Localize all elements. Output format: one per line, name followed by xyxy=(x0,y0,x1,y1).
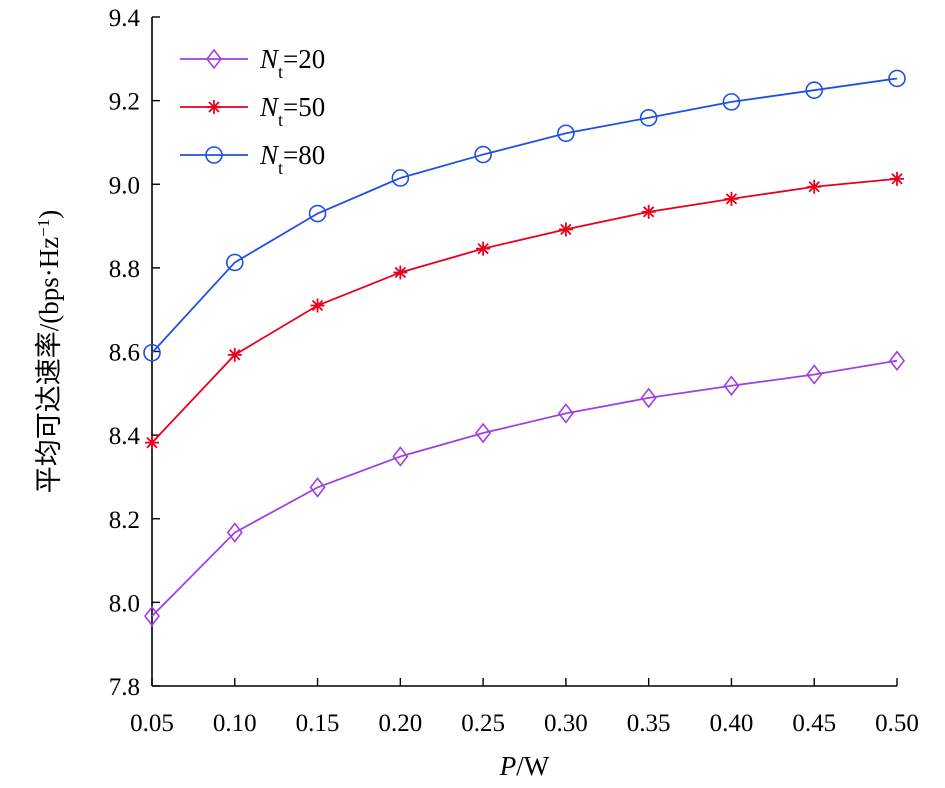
data-point xyxy=(557,403,574,424)
data-point xyxy=(308,204,327,223)
data-point xyxy=(805,81,824,99)
y-axis-title-tail: ) xyxy=(34,210,64,219)
data-point xyxy=(723,375,740,397)
data-point xyxy=(558,222,573,237)
x-tick-label: 0.15 xyxy=(296,710,340,737)
data-point xyxy=(722,93,741,111)
data-point xyxy=(392,446,409,467)
x-tick-label: 0.50 xyxy=(875,710,919,737)
data-point xyxy=(225,253,244,272)
legend-marker xyxy=(207,100,221,114)
x-tick-label: 0.20 xyxy=(378,710,422,737)
series-layer xyxy=(143,69,906,627)
x-tick-label: 0.30 xyxy=(544,710,588,737)
legend-item: Nt=20 xyxy=(180,44,325,82)
series-line xyxy=(151,177,898,444)
data-point xyxy=(145,435,159,450)
series-line xyxy=(151,359,898,617)
data-point xyxy=(476,241,491,256)
data-point xyxy=(227,347,242,362)
y-tick-label: 9.2 xyxy=(109,89,140,116)
data-point xyxy=(639,108,658,127)
x-axis-title: P/W xyxy=(499,751,550,781)
x-tick-label: 0.35 xyxy=(627,710,671,737)
y-tick-label: 8.4 xyxy=(109,423,141,450)
data-point xyxy=(641,204,656,219)
data-point xyxy=(310,298,325,313)
y-tick-label: 8.8 xyxy=(109,256,140,283)
axes: 7.8 8.0 8.2 8.4 8.6 8.8 9.0 9.2 9.4 0.05 0.10 0.15 0… xyxy=(109,5,919,737)
y-tick-label: 9.0 xyxy=(109,172,140,199)
data-point xyxy=(888,69,906,88)
data-point xyxy=(474,145,492,164)
legend-label: Nt=50 xyxy=(259,92,325,130)
series-line xyxy=(151,77,898,354)
y-axis-title-main: 平均可达速率/(bps·Hz xyxy=(34,237,64,493)
series-1 xyxy=(143,350,906,627)
data-point xyxy=(806,364,823,385)
legend-label: Nt=20 xyxy=(259,44,325,82)
x-tick-label: 0.10 xyxy=(213,710,257,737)
y-tick-label: 7.8 xyxy=(109,674,140,701)
data-point xyxy=(143,343,161,362)
legend-label: Nt=80 xyxy=(259,140,325,178)
y-tick-label: 9.4 xyxy=(109,5,141,32)
data-point xyxy=(888,350,906,372)
legend: Nt=20 Nt=50 Nt=80 xyxy=(180,44,325,178)
x-tick-label: 0.40 xyxy=(710,710,754,737)
legend-item: Nt=80 xyxy=(180,140,325,178)
y-tick-label: 8.6 xyxy=(109,340,140,367)
data-point xyxy=(309,477,326,498)
legend-item: Nt=50 xyxy=(180,92,325,130)
x-tick-label: 0.25 xyxy=(461,710,505,737)
y-axis-title: 平均可达速率/(bps·Hz−1) xyxy=(34,210,65,494)
data-point xyxy=(391,169,410,187)
data-point xyxy=(890,171,904,186)
series-2 xyxy=(145,171,904,450)
data-point xyxy=(640,387,657,409)
data-point xyxy=(143,605,161,627)
y-axis-title-sup: −1 xyxy=(34,219,53,237)
x-axis-title-var: P xyxy=(499,751,517,781)
data-point xyxy=(724,191,739,206)
x-axis-title-unit: /W xyxy=(516,751,550,781)
data-point xyxy=(393,265,408,280)
data-point xyxy=(475,422,492,444)
data-point xyxy=(226,522,243,543)
series-3 xyxy=(143,69,906,362)
y-tick-label: 8.2 xyxy=(109,507,140,534)
data-point xyxy=(807,179,822,194)
y-tick-label: 8.0 xyxy=(109,590,140,617)
x-tick-label: 0.45 xyxy=(792,710,836,737)
x-tick-label: 0.05 xyxy=(130,710,174,737)
legend-marker xyxy=(205,48,223,70)
legend-marker xyxy=(205,146,223,164)
data-point xyxy=(557,124,575,143)
